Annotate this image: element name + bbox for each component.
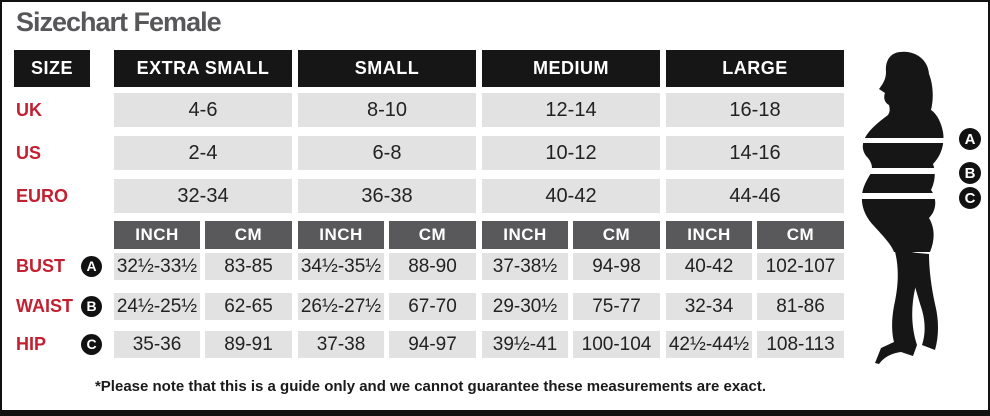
- unit-header-cm: CM: [205, 221, 292, 249]
- hip-m-inch-cell: 39½-41: [482, 331, 568, 358]
- figure-marker-c: C: [959, 187, 981, 209]
- silhouette-back-leg: [907, 252, 938, 350]
- hip-xs-cm-cell: 89-91: [205, 331, 292, 358]
- bust-cut-line: [850, 138, 954, 143]
- bust-m-inch-cell: 37-38½: [482, 253, 568, 280]
- hip-xs-inch-cell: 35-36: [114, 331, 200, 358]
- waist-cut-line: [850, 168, 954, 174]
- hip-l-cm-cell: 108-113: [757, 331, 844, 358]
- hip-cut-line: [850, 193, 954, 199]
- waist-s-inch-cell: 26½-27½: [298, 293, 384, 320]
- us-extra-small-cell: 2-4: [114, 136, 292, 170]
- page-title: Sizechart Female: [16, 7, 222, 37]
- hip-m-cm-cell: 100-104: [573, 331, 660, 358]
- figure-marker-b: B: [959, 162, 981, 184]
- row-label-euro: EURO: [16, 186, 69, 206]
- euro-extra-small-cell: 32-34: [114, 179, 292, 213]
- uk-large-cell: 16-18: [666, 93, 844, 127]
- figure-marker-a: A: [959, 128, 981, 150]
- waist-xs-cm-cell: 62-65: [205, 293, 292, 320]
- uk-small-cell: 8-10: [298, 93, 476, 127]
- female-silhouette-figure: A B C: [850, 51, 981, 364]
- figure-marker-a-label: A: [965, 131, 976, 148]
- row-label-hip: HIP: [16, 334, 47, 354]
- figure-marker-b-label: B: [965, 165, 976, 182]
- unit-header-inch: INCH: [298, 221, 384, 249]
- waist-xs-inch-cell: 24½-25½: [114, 293, 200, 320]
- row-label-waist: WAIST: [16, 296, 73, 316]
- uk-medium-cell: 12-14: [482, 93, 660, 127]
- bottom-divider-bar: [2, 410, 988, 414]
- unit-header-inch: INCH: [666, 221, 752, 249]
- unit-header-cm: CM: [389, 221, 476, 249]
- column-header-medium: MEDIUM: [482, 50, 660, 87]
- bust-s-inch-cell: 34½-35½: [298, 253, 384, 280]
- waist-m-cm-cell: 75-77: [573, 293, 660, 320]
- bust-s-cm-cell: 88-90: [389, 253, 476, 280]
- column-header-small: SMALL: [298, 50, 476, 87]
- unit-header-cm: CM: [757, 221, 844, 249]
- waist-m-inch-cell: 29-30½: [482, 293, 568, 320]
- row-label-bust: BUST: [16, 256, 65, 276]
- us-medium-cell: 10-12: [482, 136, 660, 170]
- bust-xs-cm-cell: 83-85: [205, 253, 292, 280]
- uk-extra-small-cell: 4-6: [114, 93, 292, 127]
- bust-l-inch-cell: 40-42: [666, 253, 752, 280]
- waist-l-inch-cell: 32-34: [666, 293, 752, 320]
- column-header-extra-small: EXTRA SMALL: [114, 50, 292, 87]
- row-label-us: US: [16, 143, 42, 163]
- silhouette-body: [861, 51, 944, 252]
- unit-header-inch: INCH: [482, 221, 568, 249]
- bust-xs-inch-cell: 32½-33½: [114, 253, 200, 280]
- footnote: *Please note that this is a guide only a…: [94, 378, 767, 395]
- column-header-size: SIZE: [14, 50, 90, 87]
- us-large-cell: 14-16: [666, 136, 844, 170]
- euro-large-cell: 44-46: [666, 179, 844, 213]
- marker-b-badge: B: [81, 296, 102, 317]
- unit-header-inch: INCH: [114, 221, 200, 249]
- bust-l-cm-cell: 102-107: [757, 253, 844, 280]
- euro-small-cell: 36-38: [298, 179, 476, 213]
- marker-c-badge: C: [81, 334, 102, 355]
- hip-s-inch-cell: 37-38: [298, 331, 384, 358]
- figure-marker-c-label: C: [965, 190, 976, 207]
- us-small-cell: 6-8: [298, 136, 476, 170]
- euro-medium-cell: 40-42: [482, 179, 660, 213]
- unit-header-cm: CM: [573, 221, 660, 249]
- bust-m-cm-cell: 94-98: [573, 253, 660, 280]
- waist-l-cm-cell: 81-86: [757, 293, 844, 320]
- hip-s-cm-cell: 94-97: [389, 331, 476, 358]
- marker-a-badge: A: [81, 256, 102, 277]
- column-header-large: LARGE: [666, 50, 844, 87]
- row-label-uk: UK: [16, 100, 42, 120]
- waist-s-cm-cell: 67-70: [389, 293, 476, 320]
- hip-l-inch-cell: 42½-44½: [666, 331, 752, 358]
